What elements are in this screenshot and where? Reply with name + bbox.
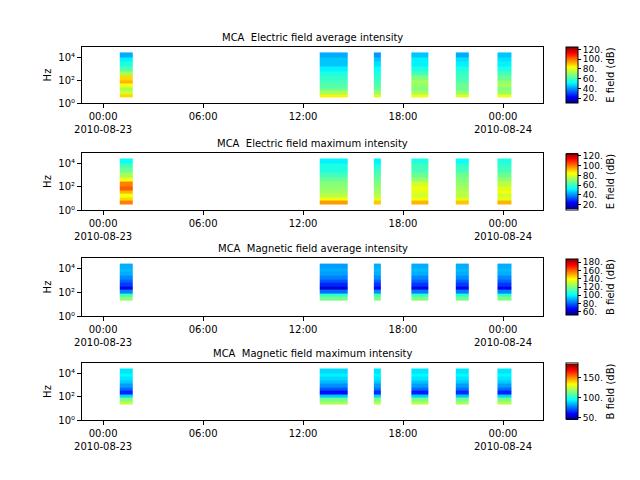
svg-text:100.: 100. (583, 161, 603, 171)
svg-text:00:002010-08-24: 00:002010-08-24 (474, 111, 532, 135)
svg-text:10²: 10² (58, 287, 75, 298)
svg-text:180.: 180. (583, 257, 603, 267)
svg-text:10²: 10² (58, 181, 75, 192)
svg-text:10⁰: 10⁰ (58, 311, 75, 322)
svg-text:10⁴: 10⁴ (58, 52, 75, 63)
svg-text:00:002010-08-24: 00:002010-08-24 (474, 428, 532, 452)
svg-text:06:00: 06:00 (189, 111, 218, 122)
svg-text:00:002010-08-23: 00:002010-08-23 (74, 428, 132, 452)
svg-text:06:00: 06:00 (189, 218, 218, 229)
svg-text:150.: 150. (583, 373, 603, 383)
svg-text:B field (dB): B field (dB) (605, 364, 616, 420)
svg-text:E field (dB): E field (dB) (605, 47, 616, 102)
svg-text:E field (dB): E field (dB) (605, 154, 616, 209)
svg-text:100.: 100. (583, 393, 603, 403)
svg-text:12:00: 12:00 (289, 428, 318, 439)
svg-text:60.: 60. (583, 180, 597, 190)
svg-text:12:00: 12:00 (289, 218, 318, 229)
svg-text:100.: 100. (583, 290, 603, 300)
svg-text:Hz: Hz (42, 281, 53, 294)
svg-text:40.: 40. (583, 84, 597, 94)
svg-text:06:00: 06:00 (189, 428, 218, 439)
svg-text:00:002010-08-23: 00:002010-08-23 (74, 218, 132, 242)
svg-text:00:002010-08-24: 00:002010-08-24 (474, 324, 532, 348)
svg-text:100.: 100. (583, 54, 603, 64)
svg-text:18:00: 18:00 (389, 428, 418, 439)
svg-text:160.: 160. (583, 266, 603, 276)
svg-text:Hz: Hz (42, 175, 53, 188)
svg-text:140.: 140. (583, 274, 603, 284)
svg-text:18:00: 18:00 (389, 324, 418, 335)
svg-text:18:00: 18:00 (389, 218, 418, 229)
svg-text:MCA Magnetic field average in: MCA Magnetic field average intensity (218, 243, 408, 254)
svg-text:10²: 10² (58, 75, 75, 86)
svg-text:10²: 10² (58, 391, 75, 402)
svg-text:120.: 120. (583, 45, 603, 55)
svg-text:06:00: 06:00 (189, 324, 218, 335)
svg-text:10⁰: 10⁰ (58, 98, 75, 109)
svg-text:18:00: 18:00 (389, 111, 418, 122)
svg-text:60.: 60. (583, 307, 597, 317)
svg-text:40.: 40. (583, 190, 597, 200)
svg-text:10⁴: 10⁴ (58, 368, 75, 379)
svg-text:00:002010-08-23: 00:002010-08-23 (74, 324, 132, 348)
svg-text:80.: 80. (583, 64, 597, 74)
svg-text:Hz: Hz (42, 69, 53, 82)
svg-text:80.: 80. (583, 171, 597, 181)
svg-text:10⁰: 10⁰ (58, 415, 75, 426)
svg-text:20.: 20. (583, 200, 597, 210)
svg-text:00:002010-08-23: 00:002010-08-23 (74, 111, 132, 135)
svg-text:10⁴: 10⁴ (58, 263, 75, 274)
svg-text:MCA Electric field maximum in: MCA Electric field maximum intensity (217, 138, 408, 149)
svg-text:Hz: Hz (42, 385, 53, 398)
svg-text:50.: 50. (583, 413, 597, 423)
svg-text:10⁰: 10⁰ (58, 205, 75, 216)
svg-text:120.: 120. (583, 151, 603, 161)
svg-text:60.: 60. (583, 74, 597, 84)
svg-text:MCA Electric field average in: MCA Electric field average intensity (222, 32, 403, 43)
svg-text:120.: 120. (583, 282, 603, 292)
svg-text:12:00: 12:00 (289, 324, 318, 335)
svg-text:80.: 80. (583, 299, 597, 309)
svg-text:20.: 20. (583, 93, 597, 103)
svg-text:MCA Magnetic field maximum in: MCA Magnetic field maximum intensity (213, 348, 413, 359)
svg-text:00:002010-08-24: 00:002010-08-24 (474, 218, 532, 242)
svg-text:10⁴: 10⁴ (58, 158, 75, 169)
svg-text:B field (dB): B field (dB) (605, 259, 616, 315)
svg-text:12:00: 12:00 (289, 111, 318, 122)
